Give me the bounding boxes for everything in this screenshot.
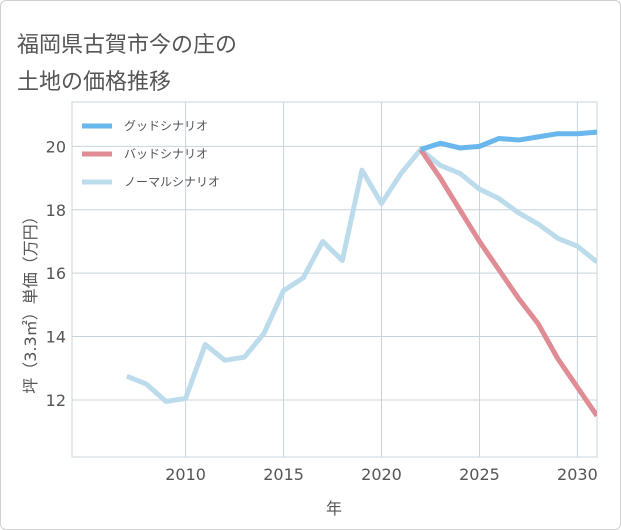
legend-label-0: グッドシナリオ	[124, 119, 208, 133]
x-tick-label: 2010	[165, 465, 206, 484]
series-line-0	[419, 129, 597, 152]
grid-lines	[72, 102, 597, 457]
legend-label-2: ノーマルシナリオ	[124, 175, 220, 189]
x-axis-title: 年	[326, 499, 342, 518]
y-tick-label: 14	[46, 328, 66, 347]
series-line-1	[418, 148, 597, 418]
series-lines	[125, 129, 597, 418]
y-axis-title: 坪（3.3㎡）単価（万円）	[21, 208, 40, 393]
chart-title-line-1: 福岡県古賀市今の庄の	[17, 32, 238, 58]
y-tick-labels: 12 14 16 18 20	[46, 137, 66, 410]
x-tick-labels: 2010 2015 2020 2025 2030	[165, 465, 598, 484]
chart-title-line-2: 土地の価格推移	[17, 69, 172, 95]
x-tick-label: 2025	[459, 465, 500, 484]
x-tick-label: 2020	[361, 465, 402, 484]
x-tick-label: 2015	[263, 465, 304, 484]
legend-label-1: バッドシナリオ	[124, 147, 208, 161]
x-tick-label: 2030	[557, 465, 598, 484]
y-tick-label: 12	[46, 391, 66, 410]
series-line-2	[125, 147, 597, 405]
y-tick-label: 16	[46, 264, 66, 283]
y-tick-label: 20	[46, 137, 66, 156]
chart-title: 福岡県古賀市今の庄の 土地の価格推移	[17, 27, 237, 101]
y-tick-label: 18	[46, 201, 66, 220]
